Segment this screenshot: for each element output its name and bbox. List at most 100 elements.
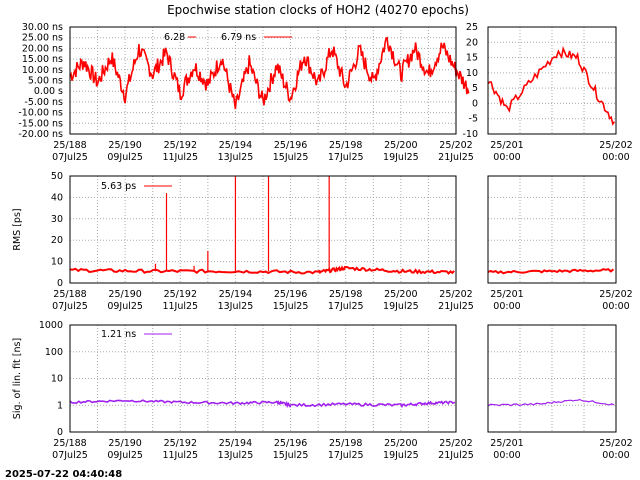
clock-right-y-tick-label: 5 [472, 83, 478, 94]
clock-legend-label-1: 6.28 [164, 32, 185, 43]
clock-right-y-tick-label: -10 [462, 129, 478, 140]
clock-right-y-tick-label: 10 [466, 68, 478, 79]
rms-series-side [487, 268, 615, 275]
rms-y-tick-label: 10 [51, 257, 63, 268]
x-side-tick-label-time: 00:00 [493, 450, 520, 461]
clock-y-tick-label: 10.00 ns [22, 65, 63, 76]
rms-y-tick-label: 30 [51, 214, 63, 225]
x-tick-label-doy: 25/188 [53, 438, 86, 449]
clock-y-tick-label: 20.00 ns [22, 43, 63, 54]
clock-right-y-tick-label: 0 [472, 98, 478, 109]
x-tick-label-doy: 25/202 [439, 289, 472, 300]
clock-y-tick-label: 15.00 ns [22, 54, 63, 65]
x-tick-label-date: 17Jul25 [328, 450, 364, 461]
x-tick-label-doy: 25/190 [108, 289, 141, 300]
rms-frame-side [487, 175, 617, 284]
rms-y-tick-label: 50 [51, 171, 63, 182]
clock-y-tick-label: 5.00 ns [28, 76, 63, 87]
sig-y-tick-label: 1000 [39, 320, 63, 331]
x-tick-label-doy: 25/190 [108, 438, 141, 449]
x-tick-label-date: 15Jul25 [273, 301, 309, 312]
x-tick-label-date: 11Jul25 [162, 450, 198, 461]
x-tick-label-date: 07Jul25 [52, 152, 88, 163]
clock-y-tick-label: -20.00 ns [18, 129, 63, 140]
clock-legend-label-2: 6.79 ns [221, 32, 256, 43]
x-tick-label-doy: 25/188 [53, 140, 86, 151]
x-side-tick-label-doy: 25/202 [599, 289, 632, 300]
clock-y-tick-label: -5.00 ns [24, 97, 63, 108]
x-tick-label-date: 21Jul25 [438, 450, 474, 461]
clock-series-side [487, 45, 616, 126]
x-tick-label-date: 17Jul25 [328, 301, 364, 312]
x-tick-label-doy: 25/190 [108, 140, 141, 151]
x-tick-label-doy: 25/194 [219, 289, 252, 300]
x-tick-label-date: 13Jul25 [218, 152, 254, 163]
sig-y-tick-label: 0 [57, 427, 63, 438]
sig-frame-side [487, 324, 617, 433]
x-side-tick-label-doy: 25/202 [599, 140, 632, 151]
x-tick-label-doy: 25/202 [439, 140, 472, 151]
rms-y-tick-label: 20 [51, 235, 63, 246]
clock-right-y-tick-label: 15 [466, 53, 478, 64]
x-tick-label-date: 07Jul25 [52, 301, 88, 312]
rms-y-axis-label: RMS [ps] [12, 208, 23, 250]
x-side-tick-label-time: 00:00 [493, 301, 520, 312]
sig-y-axis-label: Sig. of lin. fit [ns] [12, 338, 23, 419]
rms-y-tick-label: 40 [51, 192, 63, 203]
x-tick-label-doy: 25/194 [219, 140, 252, 151]
clock-y-tick-label: -10.00 ns [18, 108, 63, 119]
x-tick-label-doy: 25/200 [384, 289, 417, 300]
sig-y-tick-label: 100 [45, 347, 63, 358]
sig-legend-label: 1.21 ns [101, 329, 136, 340]
clock-y-tick-label: 0.00 s [34, 86, 63, 97]
x-side-tick-label-time: 00:00 [602, 301, 629, 312]
x-tick-label-date: 09Jul25 [107, 301, 143, 312]
x-side-tick-label-doy: 25/201 [490, 289, 523, 300]
clock-right-y-tick-label: 20 [466, 37, 478, 48]
sig-series-main [69, 399, 456, 409]
clock-y-tick-label: 25.00 ns [22, 33, 63, 44]
x-tick-label-date: 13Jul25 [218, 450, 254, 461]
x-tick-label-doy: 25/196 [274, 289, 307, 300]
x-tick-label-date: 11Jul25 [162, 301, 198, 312]
clock-right-y-tick-label: 25 [466, 22, 478, 33]
x-side-tick-label-time: 00:00 [493, 152, 520, 163]
x-tick-label-doy: 25/198 [329, 438, 362, 449]
clock-right-y-tick-label: -5 [469, 114, 478, 125]
x-tick-label-doy: 25/196 [274, 438, 307, 449]
sig-y-tick-label: 10 [51, 374, 63, 385]
clock-series-main [69, 36, 470, 110]
x-tick-label-doy: 25/200 [384, 438, 417, 449]
x-side-tick-label-time: 00:00 [602, 450, 629, 461]
sig-series-side [487, 398, 615, 407]
sig-y-tick-label: 1 [57, 400, 63, 411]
x-tick-label-doy: 25/192 [164, 438, 197, 449]
x-tick-label-doy: 25/196 [274, 140, 307, 151]
x-tick-label-date: 21Jul25 [438, 152, 474, 163]
x-tick-label-date: 09Jul25 [107, 152, 143, 163]
x-side-tick-label-doy: 25/202 [599, 438, 632, 449]
x-tick-label-date: 13Jul25 [218, 301, 254, 312]
x-tick-label-doy: 25/192 [164, 289, 197, 300]
x-tick-label-date: 19Jul25 [383, 450, 419, 461]
rms-y-tick-label: 0 [57, 278, 63, 289]
x-tick-label-doy: 25/198 [329, 289, 362, 300]
clock-frame-side [487, 26, 617, 135]
x-tick-label-date: 15Jul25 [273, 450, 309, 461]
x-tick-label-doy: 25/202 [439, 438, 472, 449]
rms-series-main [69, 265, 455, 275]
x-side-tick-label-doy: 25/201 [490, 140, 523, 151]
sig-frame-main [69, 324, 457, 433]
x-tick-label-date: 07Jul25 [52, 450, 88, 461]
x-tick-label-date: 09Jul25 [107, 450, 143, 461]
x-tick-label-doy: 25/188 [53, 289, 86, 300]
clock-y-tick-label: 30.00 ns [22, 22, 63, 33]
x-tick-label-doy: 25/194 [219, 438, 252, 449]
x-tick-label-doy: 25/192 [164, 140, 197, 151]
x-tick-label-date: 15Jul25 [273, 152, 309, 163]
x-tick-label-doy: 25/200 [384, 140, 417, 151]
x-tick-label-date: 17Jul25 [328, 152, 364, 163]
footer-timestamp: 2025-07-22 04:40:48 [5, 469, 122, 480]
x-tick-label-date: 19Jul25 [383, 301, 419, 312]
